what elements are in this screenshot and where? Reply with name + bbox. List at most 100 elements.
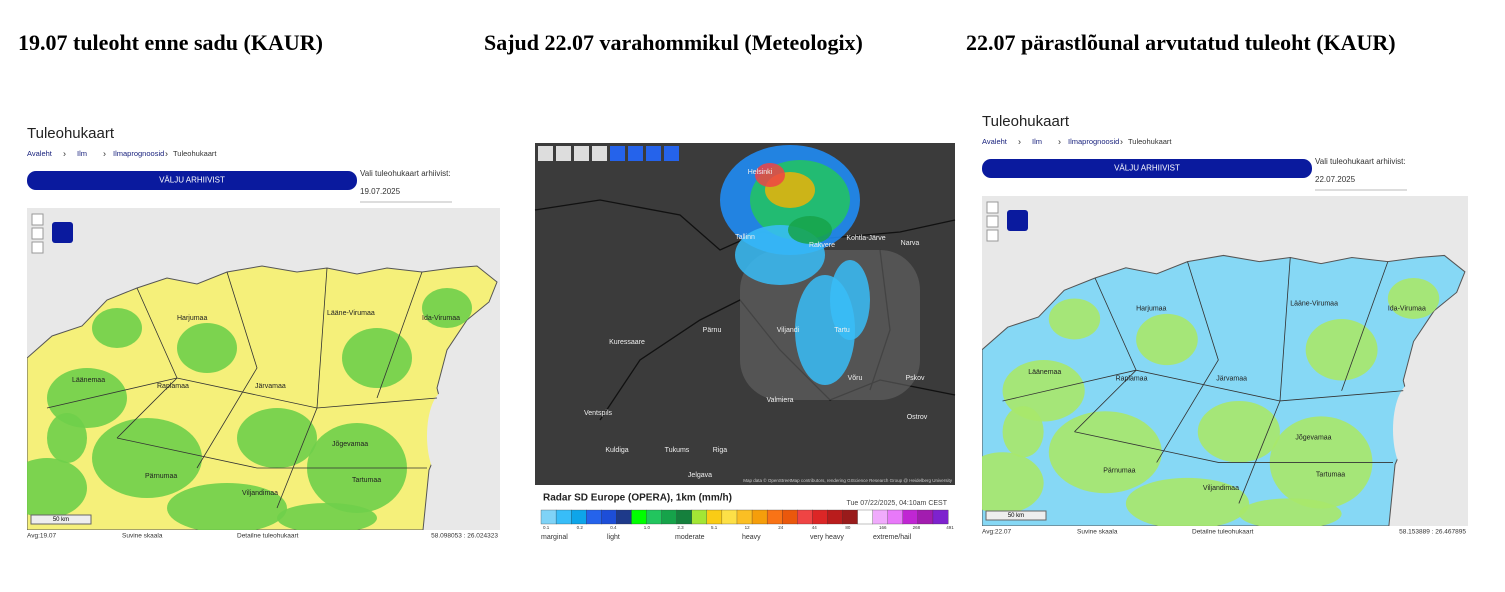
- label: Suvine skaala: [1077, 529, 1118, 536]
- map-control[interactable]: [31, 227, 44, 240]
- label: Pärnumaa: [1103, 468, 1135, 475]
- map-tool[interactable]: [592, 146, 607, 161]
- label: Tukums: [665, 447, 690, 454]
- label: Raplamaa: [157, 383, 189, 390]
- title: Sajud 22.07 varahommikul (Meteologix): [484, 30, 863, 55]
- fire-area: [177, 323, 237, 373]
- border: [1002, 369, 1404, 402]
- map-control[interactable]: [986, 229, 999, 242]
- label: Rakvere: [809, 242, 835, 249]
- label: Detailne tuleohukaart: [237, 533, 299, 540]
- separator: ›: [1120, 136, 1123, 146]
- label: Ilmaprognoosid: [1068, 137, 1119, 146]
- label: 166: [879, 525, 887, 530]
- color-scale: [691, 509, 708, 525]
- layer-button[interactable]: [1007, 210, 1028, 231]
- fire-area: [92, 418, 202, 498]
- separator: ›: [165, 148, 168, 158]
- fire-area: [1048, 298, 1101, 340]
- label: 50 km: [53, 517, 69, 523]
- fire-area: [1136, 313, 1198, 366]
- layer-button[interactable]: [52, 222, 73, 243]
- lake: [427, 391, 463, 481]
- title: 19.07 tuleoht enne sadu (KAUR): [18, 30, 323, 55]
- color-scale: [706, 509, 723, 525]
- label: Narva: [901, 240, 920, 247]
- label: Ida-Virumaa: [1388, 306, 1426, 313]
- label: Järvamaa: [255, 383, 286, 390]
- label: 44: [812, 525, 818, 530]
- map-control[interactable]: [986, 215, 999, 228]
- scale-bar: [985, 510, 1047, 521]
- label: marginal: [541, 534, 568, 541]
- button[interactable]: [27, 171, 357, 190]
- label: very heavy: [810, 534, 844, 541]
- map-control[interactable]: [31, 213, 44, 226]
- color-scale: [842, 509, 859, 525]
- border: [1074, 431, 1393, 463]
- fire-area: [1305, 318, 1378, 381]
- map-tool[interactable]: [664, 146, 679, 161]
- map: [982, 196, 1468, 526]
- label: Radar SD Europe (OPERA), 1km (mm/h): [543, 493, 732, 504]
- color-scale: [782, 509, 798, 525]
- label: 491: [946, 525, 954, 530]
- label: 2.3: [677, 525, 684, 530]
- map-tool[interactable]: [646, 146, 661, 161]
- precip: [755, 163, 785, 187]
- label: Avaleht: [27, 149, 53, 158]
- label: light: [607, 534, 620, 541]
- label: extreme/hail: [873, 534, 912, 541]
- fire-area: [422, 288, 472, 328]
- label: 58.153889 : 26.467895: [1399, 529, 1466, 536]
- fire-area: [27, 458, 87, 518]
- color-scale: [646, 509, 663, 525]
- separator: ›: [103, 148, 106, 158]
- map-tool[interactable]: [556, 146, 571, 161]
- fire-area: [167, 483, 287, 530]
- label: 22.07.2025: [1315, 175, 1356, 184]
- map-control[interactable]: [986, 201, 999, 214]
- color-scale: [570, 509, 587, 525]
- label: Kohtla-Järve: [846, 235, 885, 242]
- color-scale: [917, 509, 934, 525]
- label: Ilm: [1032, 137, 1042, 146]
- map-control[interactable]: [31, 241, 44, 254]
- label: Avg:19.07: [27, 533, 57, 540]
- button[interactable]: [982, 159, 1312, 178]
- label: Tallinn: [735, 234, 755, 241]
- map-tool[interactable]: [628, 146, 643, 161]
- map-tool[interactable]: [538, 146, 553, 161]
- fire-area: [1125, 477, 1250, 526]
- label: moderate: [675, 534, 705, 541]
- label: 19.07.2025: [360, 187, 401, 196]
- label: Avg:22.07: [982, 529, 1012, 536]
- label: Tartu: [834, 327, 850, 334]
- label: Ventspils: [584, 410, 613, 417]
- label: Järvamaa: [1216, 375, 1247, 382]
- label: Raplamaa: [1116, 375, 1148, 382]
- color-scale: [616, 509, 632, 525]
- color-scale: [872, 509, 889, 525]
- label: Tue 07/22/2025, 04:10am CEST: [846, 500, 947, 507]
- label: Vali tuleohukaart arhiivist:: [360, 169, 451, 178]
- map-tool[interactable]: [610, 146, 625, 161]
- color-scale: [766, 509, 783, 525]
- label: Tuleohukaart: [173, 149, 217, 158]
- label: Kuressaare: [609, 339, 645, 346]
- label: Läänemaa: [72, 377, 105, 384]
- fire-area: [277, 503, 377, 530]
- label: Ida-Virumaa: [422, 315, 460, 322]
- label: VÄLJU ARHIIVIST: [1114, 164, 1180, 173]
- label: Valmiera: [766, 397, 793, 404]
- label: Jelgava: [688, 472, 712, 479]
- border: [1341, 261, 1389, 391]
- label: Jõgevamaa: [332, 441, 368, 448]
- label: Tuleohukaart: [27, 125, 115, 142]
- label: Ilm: [77, 149, 87, 158]
- map-tool[interactable]: [574, 146, 589, 161]
- label: Tuleohukaart: [1128, 137, 1172, 146]
- border: [46, 377, 438, 409]
- color-scale: [797, 509, 813, 525]
- fire-area: [342, 328, 412, 388]
